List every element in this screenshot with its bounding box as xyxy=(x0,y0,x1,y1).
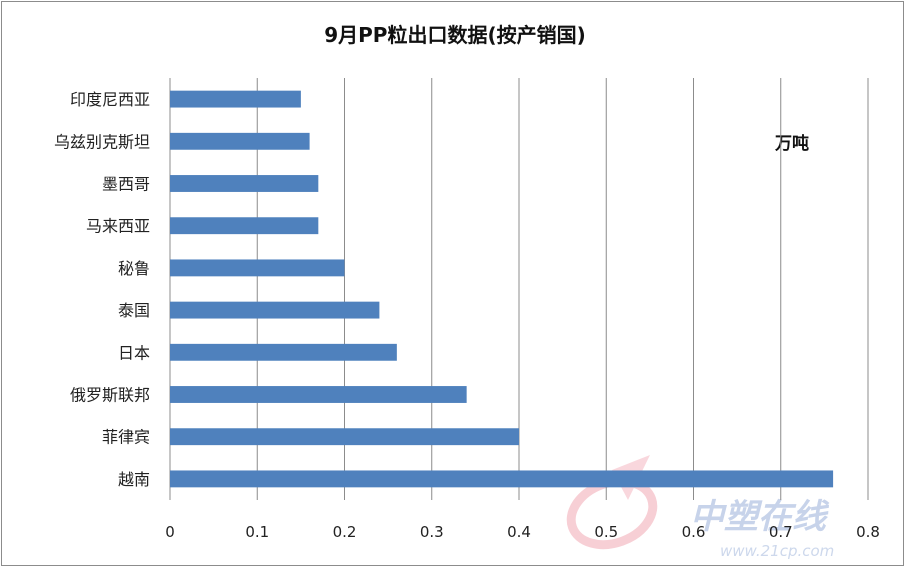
bar xyxy=(170,301,380,319)
category-labels: 越南 菲律宾 俄罗斯联邦 日本 泰国 秘鲁 马来西亚 墨西哥 乌兹别克斯坦 印度尼西亚 xyxy=(54,90,150,489)
bar xyxy=(170,175,319,192)
category-label: 乌兹别克斯坦 xyxy=(54,132,150,151)
watermark-text: 中塑在线 xyxy=(690,497,830,537)
category-label: 越南 xyxy=(118,470,150,489)
category-label: 日本 xyxy=(118,343,150,362)
bar xyxy=(170,470,834,488)
chart-title: 9月PP粒出口数据(按产销国) xyxy=(324,23,586,47)
category-label: 菲律宾 xyxy=(102,428,150,447)
bar xyxy=(170,386,467,403)
bar xyxy=(170,428,519,446)
category-label: 墨西哥 xyxy=(102,175,150,194)
x-tick-label: 0.3 xyxy=(420,523,444,541)
x-tick-label: 0.4 xyxy=(507,523,531,541)
x-tick-label: 0.6 xyxy=(682,523,706,541)
bar xyxy=(170,90,301,108)
x-tick-label: 0.5 xyxy=(594,523,618,541)
x-tick-label: 0.1 xyxy=(245,523,269,541)
unit-label: 万吨 xyxy=(774,133,809,154)
bar xyxy=(170,217,319,235)
bars xyxy=(170,90,834,488)
category-label: 泰国 xyxy=(118,301,150,320)
x-tick-label: 0.8 xyxy=(856,523,880,541)
watermark-url: www.21cp.com xyxy=(720,542,834,560)
bar xyxy=(170,259,345,277)
category-label: 俄罗斯联邦 xyxy=(70,386,150,405)
category-label: 印度尼西亚 xyxy=(70,90,150,109)
category-label: 马来西亚 xyxy=(86,217,150,236)
bar xyxy=(170,132,310,150)
x-tick-label: 0.7 xyxy=(769,523,793,541)
category-label: 秘鲁 xyxy=(118,259,150,278)
x-tick-labels: 0 0.1 0.2 0.3 0.4 0.5 0.6 0.7 0.8 xyxy=(165,523,880,541)
bar xyxy=(170,343,397,361)
x-tick-label: 0 xyxy=(165,523,175,541)
x-tick-label: 0.2 xyxy=(333,523,357,541)
